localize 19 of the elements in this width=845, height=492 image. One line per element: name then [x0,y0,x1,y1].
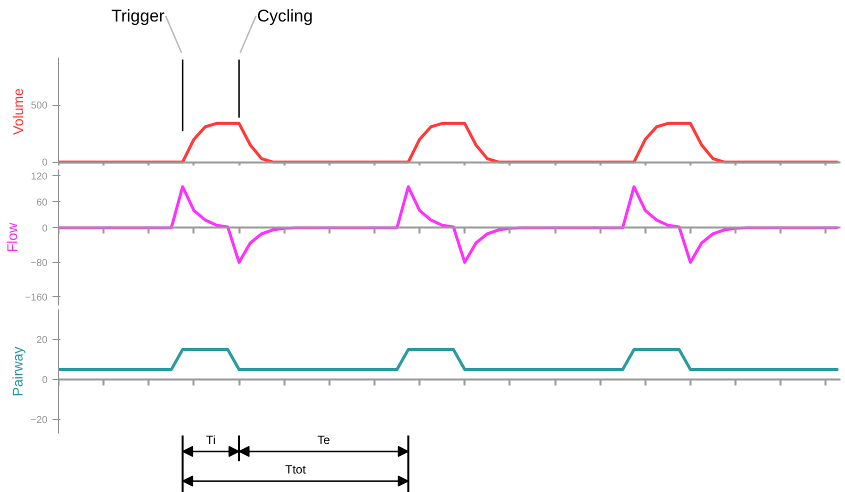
annotation: Te [317,432,330,447]
y-tick-label: −160 [24,292,48,304]
text: Cycling [257,6,313,26]
line-series [58,185,839,264]
y-tick-label: −80 [30,258,48,269]
y-tick-label: −20 [30,415,48,426]
text: Trigger [111,6,165,26]
y-tick-label: 0 [42,375,48,386]
y-tick-label: 500 [30,100,48,112]
y-axis-title: Volume [10,88,26,135]
text: Ttot [285,462,306,477]
annotation: Ti [206,432,216,447]
y-tick-label: 120 [30,171,48,182]
y-axis-title: Pairway [10,346,26,396]
y-axis-title: Flow [4,222,20,252]
y-tick-label: 0 [42,158,48,169]
y-tick-label: 60 [36,197,48,208]
y-tick-label: 0 [42,223,48,234]
y-tick-label: 20 [36,335,48,346]
